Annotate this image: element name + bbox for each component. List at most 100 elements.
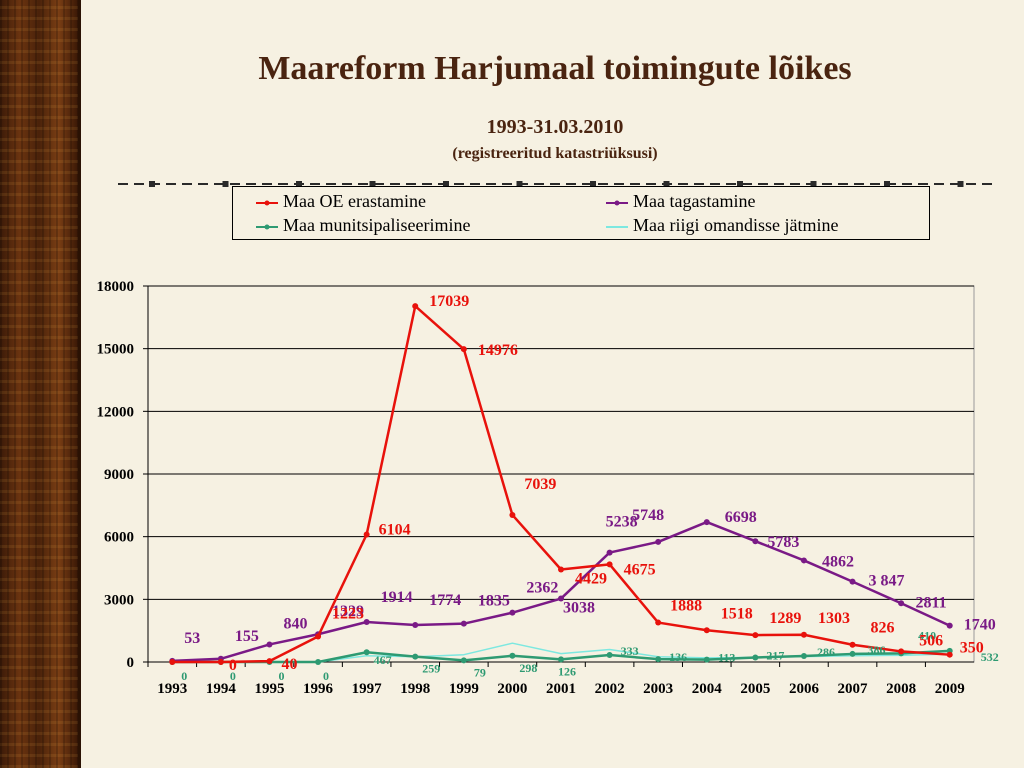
divider-marker [737,181,743,187]
data-label: 1303 [818,610,850,627]
data-point [509,609,516,616]
data-label: 350 [960,640,984,657]
data-label: 386 [868,643,886,657]
data-point [266,659,273,665]
legend-item-tagastamine: Maa tagastamine [605,191,755,212]
data-label: 3038 [563,600,595,617]
data-label: 7039 [524,476,556,493]
data-label: 1289 [769,610,801,627]
data-label: 126 [558,664,576,678]
x-tick-label: 2005 [740,681,770,697]
data-point [412,621,419,628]
data-point [655,619,662,626]
data-point [266,641,273,648]
data-label: 2362 [526,580,558,597]
data-point [169,659,176,665]
legend-item-munitsipaliseerimine: Maa munitsipaliseerimine [255,215,470,236]
data-label: 1518 [721,605,753,622]
x-tick-label: 1999 [449,681,479,697]
legend-item-erastamine: Maa OE erastamine [255,191,426,212]
legend-swatch-purple [606,200,628,206]
data-point [509,511,516,518]
data-label: 1740 [964,617,996,634]
data-point [315,659,322,665]
data-point [898,650,905,657]
legend-label: Maa tagastamine [633,191,756,211]
sidebar-edge [78,0,81,768]
x-tick-label: 2008 [886,681,916,697]
y-tick-label: 3000 [104,592,134,608]
divider-marker [516,181,523,187]
data-point [606,549,613,556]
divider-marker [369,181,376,187]
data-label: 0 [229,657,237,674]
data-point [703,627,710,634]
data-point [849,641,856,648]
data-label: 0 [323,669,329,683]
data-label: 2811 [916,594,947,611]
chart-legend: Maa OE erastamine Maa tagastamine Maa mu… [232,186,930,240]
data-label: 14976 [478,342,518,359]
data-point [363,619,370,626]
series-line [172,642,950,663]
data-label: 53 [184,630,200,647]
x-tick-label: 1997 [352,681,383,697]
data-label: 4675 [624,561,656,578]
data-point [460,346,467,353]
data-label: 0 [230,669,236,683]
data-point [849,578,856,585]
divider-marker [222,181,229,187]
data-label: 298 [519,661,537,675]
series-line [172,304,950,664]
data-point [800,653,807,660]
data-label: 5748 [632,507,664,524]
data-point [606,561,613,568]
divider-marker [663,181,670,187]
series-line [172,520,951,663]
data-point [169,657,176,664]
data-point [606,652,613,659]
data-point [655,656,662,663]
data-point [460,620,467,627]
data-point [703,519,710,526]
data-point [169,659,176,665]
chart-subtitle-units: (registreeritud katastriüksusi) [452,145,658,162]
data-point [898,600,905,607]
data-label: 4429 [575,570,607,587]
data-point [703,656,710,663]
divider-marker [884,181,890,187]
data-point [363,649,370,656]
y-tick-label: 12000 [97,404,135,420]
data-label: 40 [281,656,297,673]
chart-subtitle: 1993-31.03.2010 [486,116,624,138]
data-label: 4862 [822,553,854,570]
data-label: 506 [919,632,943,649]
plot-area [147,285,975,663]
data-label: 1835 [478,593,510,610]
data-label: 79 [474,665,486,679]
data-point [655,538,662,545]
data-point [752,538,759,545]
divider-marker [296,181,302,187]
legend-label: Maa OE erastamine [283,191,426,211]
decorative-divider [118,181,992,187]
data-label: 410 [918,628,936,642]
data-point [315,633,322,640]
x-tick-label: 2007 [838,681,869,697]
legend-swatch-red [256,200,278,206]
data-point [363,531,370,538]
data-point [266,658,273,665]
data-label: 6104 [379,521,411,538]
x-tick-label: 1995 [254,681,284,697]
data-point [800,557,807,564]
data-label: 0 [181,669,187,683]
data-label: 840 [283,615,307,632]
y-tick-label: 18000 [97,279,135,295]
data-label: 3 847 [869,573,905,590]
data-point [752,654,759,661]
data-point [558,566,564,573]
data-point [800,631,807,638]
x-tick-label: 2003 [643,681,673,697]
data-point [946,647,953,654]
data-label: 5783 [767,534,799,551]
